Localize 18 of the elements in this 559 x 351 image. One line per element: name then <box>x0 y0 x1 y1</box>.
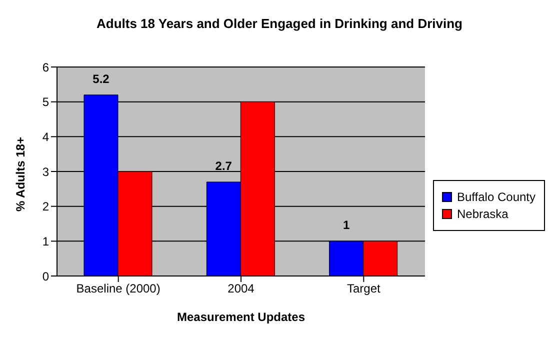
legend-label: Nebraska <box>457 207 508 221</box>
y-tick-label: 5 <box>42 95 50 110</box>
y-tick-label: 2 <box>42 200 50 214</box>
x-axis-title: Measurement Updates <box>176 310 306 324</box>
y-tick-label: 1 <box>42 234 50 248</box>
data-label: 2.7 <box>215 158 232 173</box>
y-tick-label: 3 <box>42 164 50 179</box>
legend-label: Buffalo County <box>457 190 536 204</box>
y-axis-title: % Adults 18+ <box>13 136 28 212</box>
chart-title: Adults 18 Years and Older Engaged in Drinking and Driving <box>95 16 464 31</box>
data-label: 5.2 <box>92 72 110 86</box>
x-tick-label: 2004 <box>228 282 255 296</box>
y-tick-label: 0 <box>42 269 50 284</box>
data-label: 1 <box>342 218 350 232</box>
y-tick-label: 4 <box>42 130 50 144</box>
x-tick-label: Target <box>346 282 382 296</box>
y-tick-label: 6 <box>42 60 50 74</box>
x-tick-label: Baseline (2000) <box>76 282 160 296</box>
